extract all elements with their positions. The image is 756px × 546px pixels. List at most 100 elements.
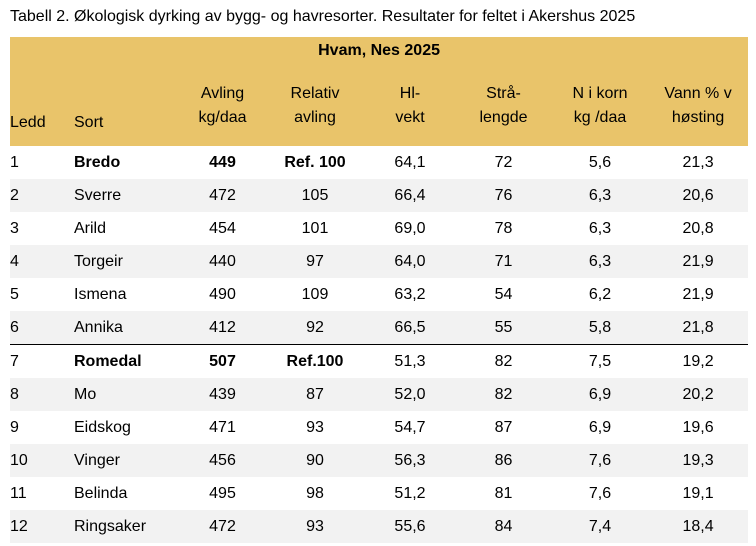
cell: 472 (180, 510, 265, 543)
cell: 9 (10, 418, 19, 436)
cell: Mo (74, 378, 180, 411)
header-line: Sort (74, 114, 104, 131)
header-line: Relativ (290, 84, 340, 102)
table-row: 5 Ismena 490 109 63,2 54 6,2 21,9 (10, 278, 748, 311)
cell: 21,9 (682, 285, 714, 303)
cell: 55 (455, 311, 552, 345)
cell: 105 (265, 179, 365, 212)
cell: 98 (306, 484, 324, 502)
cell: 20,6 (648, 179, 749, 212)
cell: 7 (10, 344, 74, 378)
header-line: Hl- (399, 84, 421, 102)
cell: 472 (180, 179, 265, 212)
cell: 56,3 (365, 444, 455, 477)
cell: 87 (265, 378, 365, 411)
cell: 490 (209, 285, 236, 303)
cell: 412 (180, 311, 265, 345)
cell: 10 (10, 444, 74, 477)
cell: 82 (455, 378, 552, 411)
cell: Sverre (74, 179, 180, 212)
cell: 21,8 (648, 311, 749, 345)
header-line: Avling (200, 84, 245, 102)
cell: 439 (180, 378, 265, 411)
cell: 20,8 (682, 219, 714, 237)
table-row: 4 Torgeir 440 97 64,0 71 6,3 21,9 (10, 245, 749, 278)
cell: 6,9 (588, 418, 612, 436)
cell: 440 (180, 245, 265, 278)
table-row: 12 Ringsaker 472 93 55,6 84 7,4 18,4 (10, 510, 749, 543)
cell: 5,6 (588, 153, 612, 171)
cell: 3 (10, 219, 19, 237)
cell: 6,3 (552, 179, 648, 212)
cell: 64,1 (394, 153, 426, 171)
cell: 97 (265, 245, 365, 278)
table-row: 1 Bredo 449 Ref. 100 64,1 72 5,6 21,3 (10, 146, 748, 179)
header-line: kg/daa (198, 108, 247, 126)
table-title: Hvam, Nes 2025 (10, 37, 749, 65)
cell: 5,8 (552, 311, 648, 345)
cell: 471 (209, 418, 236, 436)
cell: Torgeir (74, 245, 180, 278)
header-line: Ledd (10, 114, 46, 131)
cell: 11 (10, 484, 27, 502)
cell: 7,6 (552, 444, 648, 477)
cell: 55,6 (365, 510, 455, 543)
table-row: 8 Mo 439 87 52,0 82 6,9 20,2 (10, 378, 749, 411)
cell: 90 (265, 444, 365, 477)
column-header: Relativ avling (265, 65, 365, 146)
cell: 66,5 (365, 311, 455, 345)
cell: Vinger (74, 444, 180, 477)
cell: 109 (301, 285, 329, 303)
cell: 64,0 (365, 245, 455, 278)
cell: Belinda (74, 484, 128, 502)
table-row: 9 Eidskog 471 93 54,7 87 6,9 19,6 (10, 411, 748, 444)
cell: 69,0 (394, 219, 426, 237)
header-line: vekt (395, 108, 425, 126)
cell: 8 (10, 378, 74, 411)
header-line: kg /daa (573, 108, 627, 126)
cell: 449 (209, 153, 236, 171)
cell: 92 (265, 311, 365, 345)
table-row: 10 Vinger 456 90 56,3 86 7,6 19,3 (10, 444, 749, 477)
cell: Bredo (74, 153, 121, 171)
cell: 19,2 (648, 344, 749, 378)
cell: 93 (306, 418, 324, 436)
cell: Ismena (74, 285, 127, 303)
cell: 18,4 (648, 510, 749, 543)
column-header: Vann % v høsting (648, 65, 749, 146)
cell: 21,9 (648, 245, 749, 278)
cell: 7,4 (552, 510, 648, 543)
cell: 101 (301, 219, 329, 237)
cell: 63,2 (394, 285, 426, 303)
cell: Arild (74, 219, 107, 237)
cell: Ref.100 (265, 344, 365, 378)
table-head: Hvam, Nes 2025 Ledd Sort Avling kg/daa Relat… (10, 37, 749, 146)
cell: 6 (10, 311, 74, 345)
cell: 86 (455, 444, 552, 477)
cell: 76 (455, 179, 552, 212)
cell: Ringsaker (74, 510, 180, 543)
column-header: Strå-lengde (455, 65, 552, 146)
table-body: 1 Bredo 449 Ref. 100 64,1 72 5,6 21,3 2 Sverre 472… (10, 146, 749, 543)
cell: 2 (10, 179, 74, 212)
cell: 66,4 (365, 179, 455, 212)
cell: 20,2 (648, 378, 749, 411)
cell: 51,3 (365, 344, 455, 378)
cell: 6,3 (552, 245, 648, 278)
cell: 7,5 (552, 344, 648, 378)
cell: 72 (494, 153, 513, 171)
header-line: Vann % v (664, 84, 732, 102)
results-table: Hvam, Nes 2025 Ledd Sort Avling kg/daa Relat… (10, 37, 749, 543)
header-line: Strå- (486, 84, 521, 102)
cell: 81 (494, 484, 513, 502)
cell: 7,6 (588, 484, 612, 502)
cell: 454 (209, 219, 236, 237)
cell: 4 (10, 245, 74, 278)
cell: 5 (10, 285, 19, 303)
cell: 84 (455, 510, 552, 543)
cell: 6,3 (588, 219, 612, 237)
cell: 1 (10, 153, 19, 171)
cell: 456 (180, 444, 265, 477)
cell: 87 (494, 418, 513, 436)
